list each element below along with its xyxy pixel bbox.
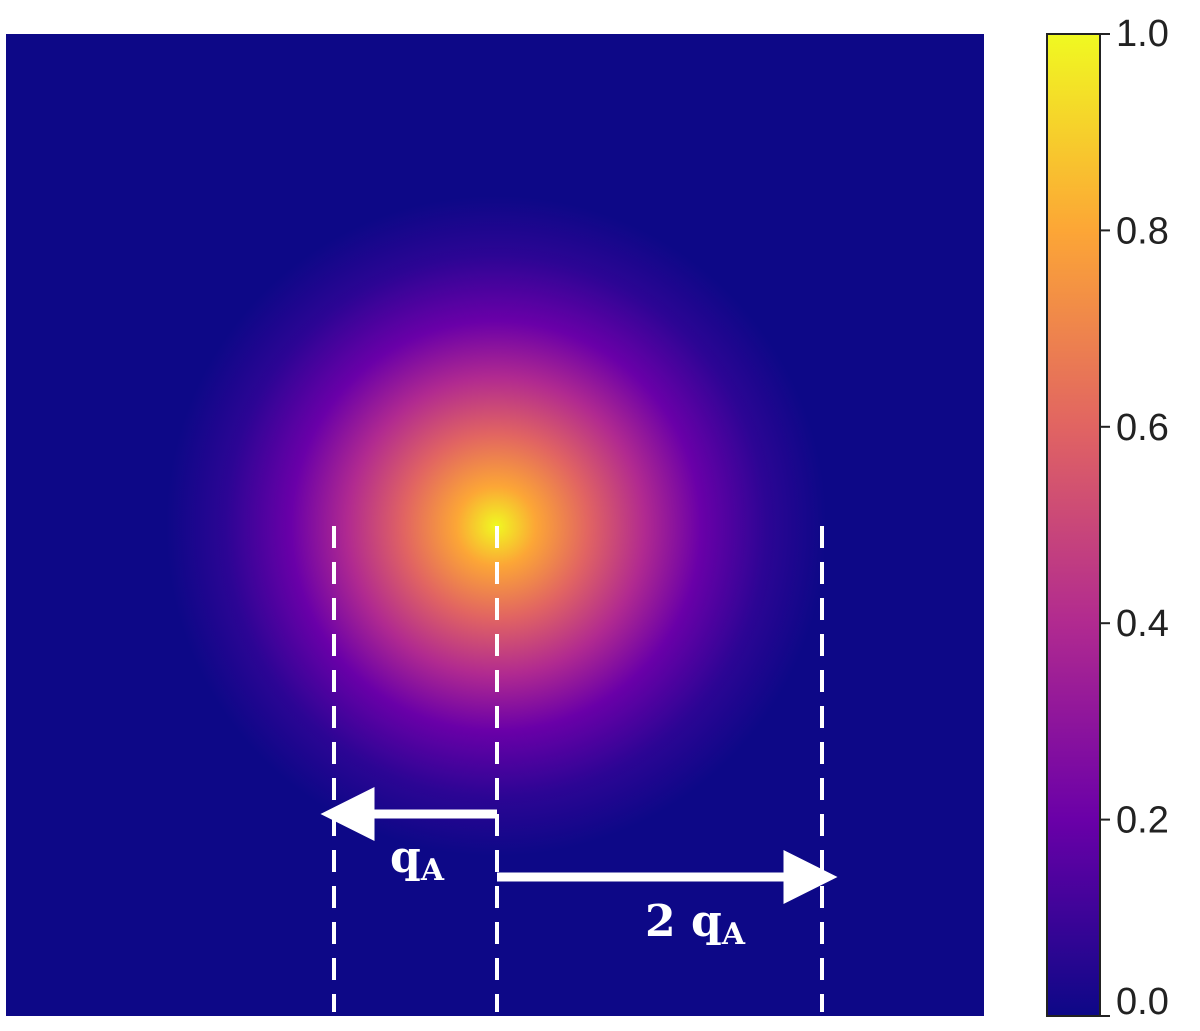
colorbar-ticks: 0.0 0.2 0.4 0.6 0.8 1.0 [1100, 13, 1169, 1023]
colorbar-tick-label: 0.4 [1116, 603, 1169, 645]
colorbar-tick-label: 0.6 [1116, 407, 1169, 449]
colorbar-tick-label: 1.0 [1116, 13, 1169, 55]
colorbar-tick-label: 0.2 [1116, 800, 1169, 842]
colorbar [1046, 33, 1101, 1017]
colorbar-tick-label: 0.8 [1116, 210, 1169, 252]
colorbar-tick-label: 0.0 [1116, 981, 1169, 1023]
label-qa: qA [390, 832, 445, 888]
label-2qa: 2 qA [645, 896, 746, 952]
